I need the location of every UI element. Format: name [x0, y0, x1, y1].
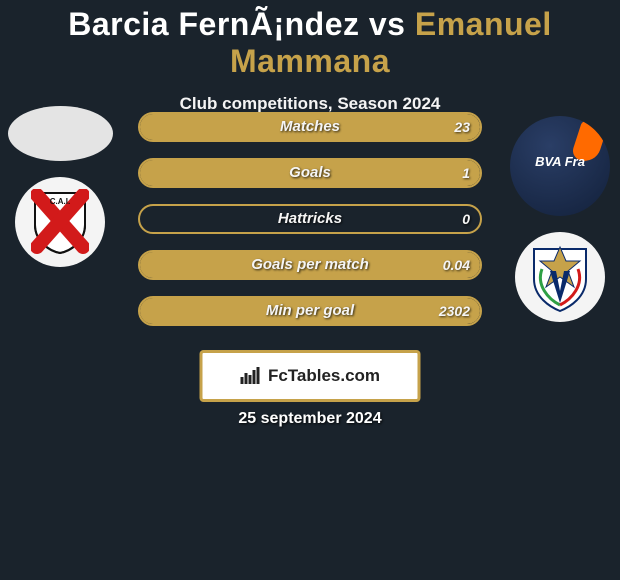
- stat-val-right: 0.04: [443, 252, 470, 278]
- stat-label: Goals: [140, 160, 480, 186]
- stat-label: Matches: [140, 114, 480, 140]
- page-title: Barcia FernÃ¡ndez vs Emanuel Mammana: [0, 0, 620, 80]
- date-text: 25 september 2024: [0, 410, 620, 428]
- stat-label: Min per goal: [140, 298, 480, 324]
- stat-bars: Matches 23 Goals 1 Hattricks 0: [138, 112, 482, 342]
- comparison-panel: C.A.I. Matches 23: [0, 112, 620, 348]
- stat-bar-goals: Goals 1: [138, 158, 482, 188]
- title-vs: vs: [369, 6, 406, 42]
- svg-text:C.A.I.: C.A.I.: [50, 197, 70, 206]
- title-player1: Barcia FernÃ¡ndez: [68, 6, 359, 42]
- left-player-column: C.A.I.: [0, 112, 120, 267]
- stat-bar-matches: Matches 23: [138, 112, 482, 142]
- player1-club-badge: C.A.I.: [15, 177, 105, 267]
- stat-label: Hattricks: [140, 206, 480, 232]
- right-player-column: [500, 112, 620, 322]
- stat-label: Goals per match: [140, 252, 480, 278]
- player1-avatar: [8, 106, 113, 161]
- stat-bar-goals-per-match: Goals per match 0.04: [138, 250, 482, 280]
- stat-bar-hattricks: Hattricks 0: [138, 204, 482, 234]
- player2-club-badge: [515, 232, 605, 322]
- player2-avatar: [510, 116, 610, 216]
- bar-chart-icon: [240, 367, 262, 385]
- independiente-shield-icon: C.A.I.: [31, 189, 89, 255]
- stat-val-right: 1: [462, 160, 470, 186]
- stat-val-right: 2302: [439, 298, 470, 324]
- stat-val-right: 23: [454, 114, 470, 140]
- stat-val-right: 0: [462, 206, 470, 232]
- site-badge[interactable]: FcTables.com: [200, 350, 421, 402]
- site-name: FcTables.com: [268, 366, 380, 386]
- velez-shield-icon: [528, 241, 592, 313]
- stat-bar-min-per-goal: Min per goal 2302: [138, 296, 482, 326]
